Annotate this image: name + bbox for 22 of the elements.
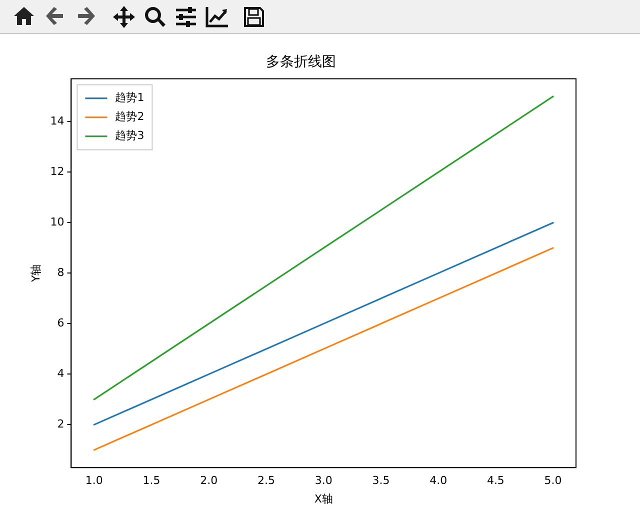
x-tick-label: 1.5 xyxy=(142,474,160,488)
x-tick-label: 4.0 xyxy=(430,474,448,488)
y-tick-label: 2 xyxy=(57,418,64,431)
x-axis-title: X轴 xyxy=(314,492,333,506)
y-tick-label: 14 xyxy=(50,114,64,128)
x-tick-label: 4.5 xyxy=(486,474,504,488)
y-tick-label: 6 xyxy=(57,316,64,330)
legend-label: 趋势3 xyxy=(115,129,144,142)
y-tick-label: 12 xyxy=(50,165,64,178)
x-tick-label: 2.5 xyxy=(257,474,275,488)
legend-label: 趋势1 xyxy=(115,91,144,104)
x-tick-label: 5.0 xyxy=(544,474,562,488)
x-tick-label: 3.0 xyxy=(314,474,332,488)
chart-title: 多条折线图 xyxy=(266,54,336,70)
x-tick-label: 3.5 xyxy=(372,474,390,488)
y-axis-title: Y轴 xyxy=(29,264,42,284)
y-tick-label: 8 xyxy=(57,266,64,280)
x-tick-label: 2.0 xyxy=(200,474,218,488)
y-tick-label: 4 xyxy=(57,367,64,380)
legend-label: 趋势2 xyxy=(115,110,144,124)
y-tick-label: 10 xyxy=(50,216,64,229)
x-tick-label: 1.0 xyxy=(85,474,103,488)
